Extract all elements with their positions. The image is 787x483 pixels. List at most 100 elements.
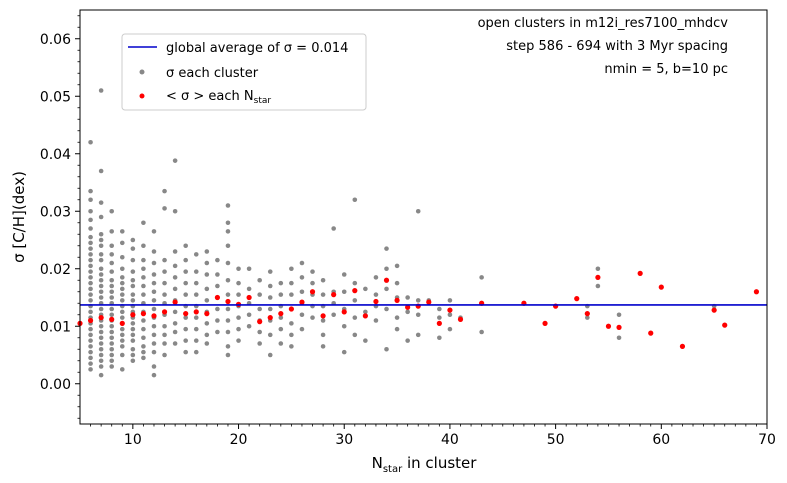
gray-point xyxy=(320,292,326,297)
gray-point xyxy=(172,263,178,269)
red-point xyxy=(267,315,273,321)
gray-point xyxy=(331,312,336,318)
gray-point xyxy=(109,358,115,364)
gray-point xyxy=(193,252,199,257)
red-point xyxy=(193,309,199,315)
gray-point xyxy=(225,352,231,358)
gray-point xyxy=(119,280,125,286)
red-point xyxy=(130,312,136,318)
gray-point xyxy=(119,367,125,372)
gray-point xyxy=(98,341,104,346)
gray-point xyxy=(141,355,146,361)
gray-point xyxy=(394,280,400,286)
red-point xyxy=(679,343,686,349)
red-point xyxy=(172,299,178,305)
y-tick-label: 0.04 xyxy=(40,147,71,163)
gray-point xyxy=(405,309,410,315)
gray-point xyxy=(98,289,104,295)
gray-point xyxy=(109,252,115,257)
gray-point xyxy=(162,188,167,194)
gray-point xyxy=(204,332,210,338)
gray-point xyxy=(405,338,410,343)
gray-point xyxy=(225,203,231,208)
gray-point xyxy=(109,289,115,295)
gray-point xyxy=(151,323,157,329)
gray-point xyxy=(172,158,178,163)
gray-point xyxy=(415,298,421,303)
scatter-series-each-cluster xyxy=(88,88,717,378)
gray-point xyxy=(98,364,104,369)
gray-point xyxy=(341,323,347,329)
gray-point xyxy=(130,298,136,303)
gray-point xyxy=(341,272,347,277)
gray-point xyxy=(162,206,167,211)
gray-point xyxy=(278,341,284,346)
annotation-steps: step 586 - 694 with 3 Myr spacing xyxy=(506,39,728,54)
gray-point xyxy=(236,292,241,297)
red-point xyxy=(584,311,590,317)
gray-point xyxy=(246,286,252,292)
gray-point xyxy=(119,275,125,280)
gray-point xyxy=(204,298,210,303)
gray-point xyxy=(88,240,93,246)
red-point xyxy=(109,316,115,322)
gray-point xyxy=(151,349,157,355)
red-point xyxy=(383,277,390,283)
gray-point xyxy=(109,243,115,249)
gray-point xyxy=(257,306,262,312)
gray-point xyxy=(98,200,104,205)
gray-point xyxy=(267,283,273,289)
gray-point xyxy=(183,269,188,274)
gray-point xyxy=(172,249,178,254)
gray-point xyxy=(109,295,115,300)
gray-point xyxy=(109,306,115,312)
gray-point xyxy=(141,243,146,249)
gray-point xyxy=(98,237,104,243)
gray-point xyxy=(162,352,167,358)
gray-point xyxy=(119,309,125,315)
gray-point xyxy=(193,315,199,320)
gray-point xyxy=(141,257,146,263)
gray-point xyxy=(98,272,104,277)
gray-point xyxy=(204,260,210,266)
annotation-title: open clusters in m12i_res7100_mhdcv xyxy=(478,16,729,31)
red-point xyxy=(183,311,189,317)
red-point xyxy=(373,298,379,305)
gray-point xyxy=(616,335,622,341)
gray-point xyxy=(225,277,231,283)
gray-point xyxy=(130,358,136,364)
gray-point xyxy=(415,208,421,214)
gray-point xyxy=(278,326,284,332)
gray-point xyxy=(98,277,104,283)
gray-point xyxy=(98,323,104,329)
gray-point xyxy=(119,332,125,338)
gray-point xyxy=(320,344,326,349)
gray-point xyxy=(320,277,326,283)
red-point xyxy=(711,307,717,313)
gray-point xyxy=(88,188,93,194)
gray-point xyxy=(88,349,93,355)
gray-point xyxy=(162,323,167,329)
gray-point xyxy=(225,260,231,266)
gray-point xyxy=(299,312,305,318)
gray-point xyxy=(320,332,326,338)
red-point xyxy=(394,297,400,303)
red-point xyxy=(426,299,432,305)
gray-point xyxy=(109,335,115,341)
gray-point xyxy=(352,298,358,303)
gray-point xyxy=(130,352,136,358)
gray-point xyxy=(151,289,157,295)
red-point xyxy=(436,320,442,326)
legend-label-mean-subscript: star xyxy=(254,96,272,106)
gray-point xyxy=(98,257,104,263)
gray-point xyxy=(88,275,93,280)
gray-point xyxy=(109,341,115,346)
y-tick-label: 0.00 xyxy=(40,377,71,393)
gray-point xyxy=(183,326,188,332)
gray-point xyxy=(88,226,93,231)
gray-point xyxy=(225,329,231,335)
gray-point xyxy=(267,306,273,312)
gray-point xyxy=(98,231,104,237)
gray-point xyxy=(141,326,146,332)
